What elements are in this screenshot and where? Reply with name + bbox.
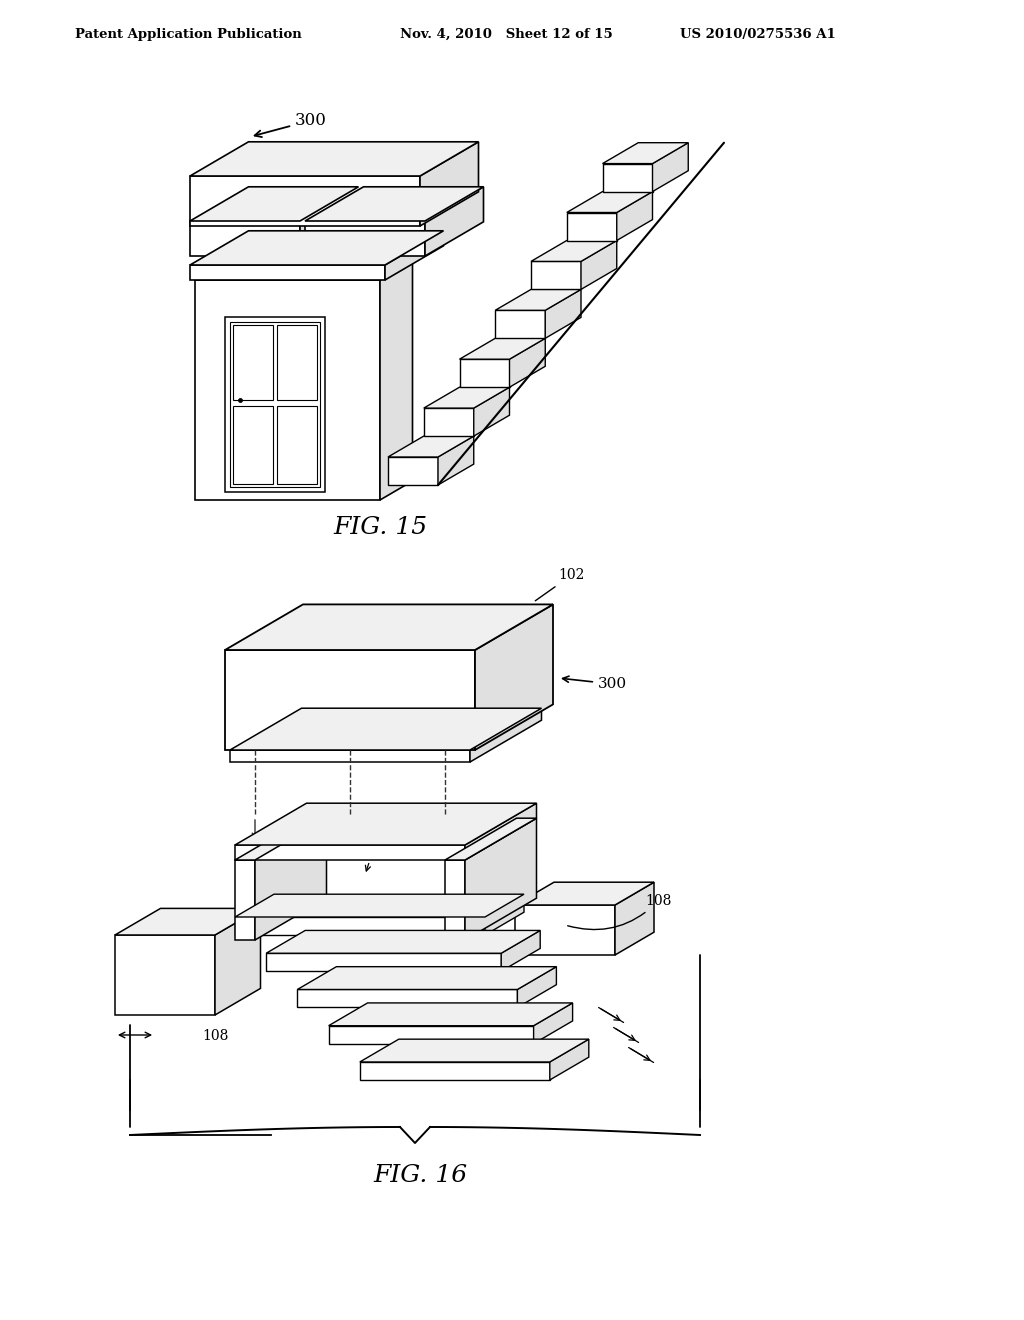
Polygon shape <box>380 261 413 500</box>
Text: US 2010/0275536 A1: US 2010/0275536 A1 <box>680 28 836 41</box>
Polygon shape <box>545 289 581 338</box>
Polygon shape <box>602 164 652 191</box>
Text: Patent Application Publication: Patent Application Publication <box>75 28 302 41</box>
Polygon shape <box>225 317 325 492</box>
Polygon shape <box>531 240 616 261</box>
Polygon shape <box>234 861 255 940</box>
Polygon shape <box>420 141 478 226</box>
Text: Nov. 4, 2010   Sheet 12 of 15: Nov. 4, 2010 Sheet 12 of 15 <box>400 28 612 41</box>
Polygon shape <box>233 407 273 484</box>
Polygon shape <box>195 261 413 280</box>
Text: FIG. 15: FIG. 15 <box>333 516 427 539</box>
Polygon shape <box>266 931 541 953</box>
Polygon shape <box>230 322 319 487</box>
Polygon shape <box>230 750 470 762</box>
Polygon shape <box>652 143 688 191</box>
Text: 108: 108 <box>567 894 672 929</box>
Polygon shape <box>388 436 474 457</box>
Polygon shape <box>425 187 483 256</box>
Polygon shape <box>305 220 425 256</box>
Polygon shape <box>234 894 524 917</box>
Text: FIG. 16: FIG. 16 <box>373 1163 467 1187</box>
Text: 300: 300 <box>562 676 627 690</box>
Polygon shape <box>359 1063 550 1080</box>
Polygon shape <box>230 709 542 750</box>
Polygon shape <box>515 882 654 906</box>
Polygon shape <box>225 649 475 750</box>
Polygon shape <box>474 387 510 436</box>
Polygon shape <box>215 908 260 1015</box>
Polygon shape <box>517 966 556 1007</box>
Polygon shape <box>602 143 688 164</box>
Text: 107: 107 <box>347 810 375 837</box>
Polygon shape <box>615 882 654 954</box>
Polygon shape <box>190 265 385 280</box>
Polygon shape <box>470 709 542 762</box>
Polygon shape <box>233 325 273 400</box>
Polygon shape <box>115 908 260 935</box>
Polygon shape <box>616 191 652 240</box>
Polygon shape <box>190 231 443 265</box>
Text: 108: 108 <box>202 1030 228 1043</box>
Polygon shape <box>566 191 652 213</box>
Polygon shape <box>300 187 358 256</box>
Polygon shape <box>190 141 478 176</box>
Polygon shape <box>445 818 537 861</box>
Text: 106: 106 <box>360 845 385 871</box>
Polygon shape <box>234 803 537 845</box>
Polygon shape <box>424 408 474 436</box>
Polygon shape <box>234 845 465 861</box>
Polygon shape <box>496 310 545 338</box>
Polygon shape <box>115 935 215 1015</box>
Polygon shape <box>278 325 317 400</box>
Polygon shape <box>531 261 581 289</box>
Polygon shape <box>465 818 537 940</box>
Polygon shape <box>485 894 524 935</box>
Polygon shape <box>475 605 553 750</box>
Polygon shape <box>195 280 380 500</box>
Polygon shape <box>255 818 327 940</box>
Polygon shape <box>424 387 510 408</box>
Polygon shape <box>438 436 474 484</box>
Polygon shape <box>190 176 420 226</box>
Polygon shape <box>515 906 615 954</box>
Polygon shape <box>266 953 501 972</box>
Polygon shape <box>550 1039 589 1080</box>
Polygon shape <box>305 187 483 220</box>
Polygon shape <box>534 1003 572 1044</box>
Text: 102: 102 <box>536 569 585 601</box>
Polygon shape <box>501 931 541 972</box>
Polygon shape <box>581 240 616 289</box>
Polygon shape <box>388 457 438 484</box>
Polygon shape <box>460 359 510 387</box>
Polygon shape <box>465 803 537 861</box>
Polygon shape <box>329 1026 534 1044</box>
Polygon shape <box>234 917 485 935</box>
Polygon shape <box>445 861 465 940</box>
Polygon shape <box>190 187 358 220</box>
Polygon shape <box>566 213 616 240</box>
Polygon shape <box>385 231 443 280</box>
Polygon shape <box>297 990 517 1007</box>
Polygon shape <box>460 338 545 359</box>
Polygon shape <box>190 220 300 256</box>
Polygon shape <box>278 407 317 484</box>
Polygon shape <box>329 1003 572 1026</box>
Polygon shape <box>496 289 581 310</box>
Polygon shape <box>225 605 553 649</box>
Text: 300: 300 <box>255 112 327 137</box>
Polygon shape <box>510 338 545 387</box>
Polygon shape <box>297 966 556 990</box>
Polygon shape <box>359 1039 589 1063</box>
Polygon shape <box>234 818 327 861</box>
